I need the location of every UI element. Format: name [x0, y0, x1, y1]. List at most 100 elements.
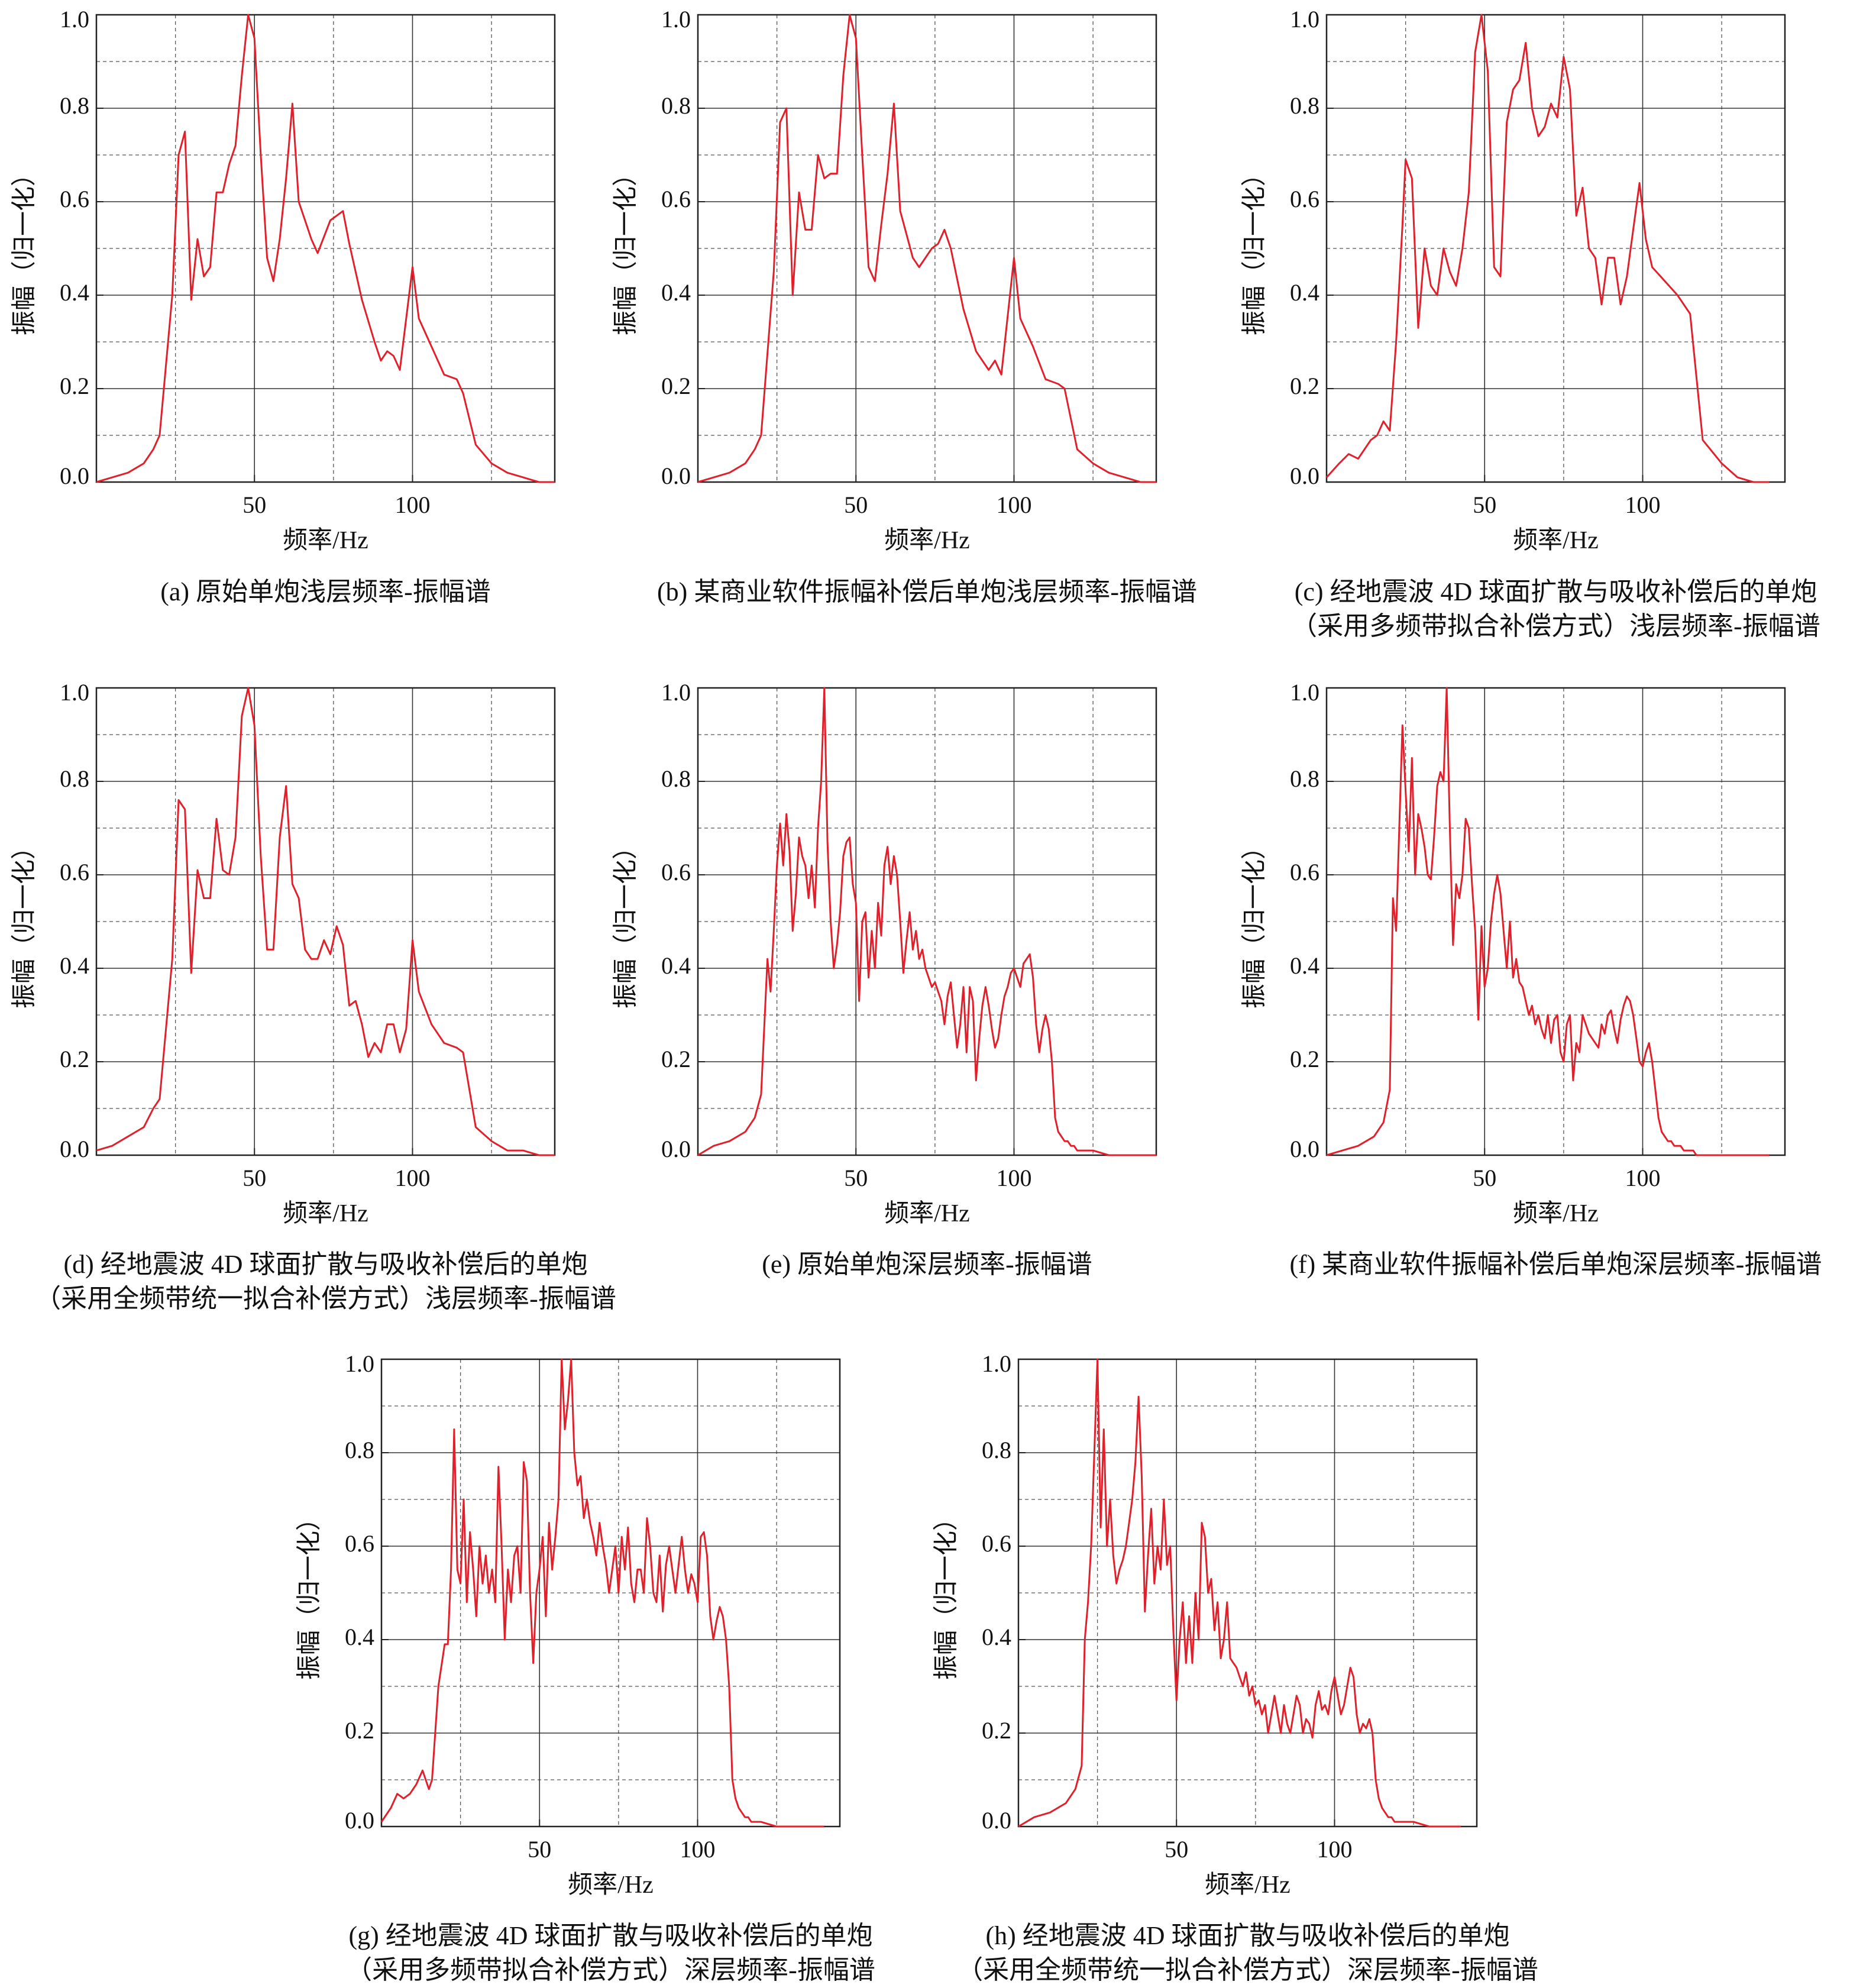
y-tick-label: 0.4	[982, 1624, 1011, 1650]
x-tick-label: 50	[1165, 1836, 1188, 1863]
chart-e: 0.0 0.2 0.4 0.6 0.8 1.0 50 100 频率/Hz 振幅（归一化） (e) 原…	[613, 679, 1157, 1279]
y-axis-label: 振幅（归一化）	[296, 1506, 324, 1680]
y-tick-label: 0.8	[60, 92, 89, 119]
series-line-a	[96, 14, 555, 483]
y-tick-label: 0.4	[661, 279, 691, 306]
x-axis-label: 频率/Hz	[884, 526, 970, 554]
y-tick-label: 0.4	[661, 952, 691, 979]
y-tick-label: 0.2	[60, 1046, 89, 1072]
x-axis-label: 频率/Hz	[1513, 526, 1599, 554]
y-tick-label: 0.6	[345, 1530, 374, 1557]
y-tick-label: 0.0	[661, 463, 691, 489]
plot-frame	[1325, 14, 1786, 483]
y-tick-label: 0.4	[345, 1624, 374, 1650]
plot-frame	[95, 687, 556, 1156]
y-axis-label: 振幅（归一化）	[613, 835, 640, 1008]
y-axis-label: 振幅（归一化）	[11, 161, 38, 335]
x-tick-label: 100	[680, 1836, 715, 1863]
y-tick-label: 0.0	[661, 1136, 691, 1162]
y-axis-label: 振幅（归一化）	[613, 161, 640, 335]
y-tick-label: 0.2	[982, 1717, 1011, 1744]
y-tick-label: 0.4	[60, 279, 89, 306]
x-tick-label: 50	[242, 1165, 266, 1191]
y-tick-label: 0.4	[60, 952, 89, 979]
chart-d: 0.0 0.2 0.4 0.6 0.8 1.0 50 100 频率/Hz 振幅（归一化） (d) 经…	[11, 679, 616, 1313]
chart-h: 0.0 0.2 0.4 0.6 0.8 1.0 50 100 频率/Hz 振幅（归一化） (h) 经…	[933, 1350, 1538, 1984]
x-tick-label: 50	[528, 1836, 551, 1863]
y-tick-label: 0.6	[982, 1530, 1011, 1557]
y-tick-label: 0.6	[60, 186, 89, 212]
y-tick-label: 0.2	[661, 373, 691, 399]
y-tick-label: 0.8	[60, 765, 89, 792]
chart-caption: （采用多频带拟合补偿方式）浅层频率-振幅谱	[1291, 612, 1820, 641]
y-tick-label: 1.0	[60, 679, 89, 706]
chart-f: 0.0 0.2 0.4 0.6 0.8 1.0 50 100 频率/Hz 振幅（归一化） (f) 某…	[1241, 679, 1822, 1279]
chart-caption: (h) 经地震波 4D 球面扩散与吸收补偿后的单炮	[985, 1921, 1509, 1950]
x-axis-label: 频率/Hz	[884, 1200, 970, 1227]
y-tick-label: 0.0	[982, 1807, 1011, 1834]
chart-g: 0.0 0.2 0.4 0.6 0.8 1.0 50 100 频率/Hz 振幅（归一化） (g) 经…	[296, 1350, 875, 1984]
chart-c: 0.0 0.2 0.4 0.6 0.8 1.0 50 100 频率/Hz 振幅（归一化） (c) 经…	[1241, 6, 1820, 641]
plot-frame	[1017, 1358, 1478, 1828]
y-tick-label: 0.6	[1290, 186, 1319, 212]
chart-caption: （采用全频带统一拟合补偿方式）浅层频率-振幅谱	[35, 1284, 616, 1313]
chart-b: 0.0 0.2 0.4 0.6 0.8 1.0 50 100 频率/Hz 振幅（归一化） (b) 某…	[613, 6, 1197, 606]
y-tick-label: 0.0	[1290, 463, 1319, 489]
chart-caption: (d) 经地震波 4D 球面扩散与吸收补偿后的单炮	[63, 1250, 587, 1279]
x-axis-label: 频率/Hz	[283, 526, 368, 554]
x-tick-label: 100	[1625, 492, 1660, 518]
y-tick-label: 1.0	[982, 1350, 1011, 1377]
x-tick-label: 50	[844, 492, 868, 518]
y-tick-label: 0.8	[1290, 92, 1319, 119]
x-tick-label: 100	[996, 492, 1031, 518]
x-tick-label: 100	[1625, 1165, 1660, 1191]
y-tick-label: 0.0	[60, 1136, 89, 1162]
chart-a: 0.0 0.2 0.4 0.6 0.8 1.0 50 100 频率/Hz 振幅（归一化） (a) 原…	[11, 6, 556, 606]
chart-caption: (g) 经地震波 4D 球面扩散与吸收补偿后的单炮	[348, 1921, 872, 1950]
chart-caption: （采用全频带统一拟合补偿方式）深层频率-振幅谱	[957, 1955, 1538, 1984]
y-tick-label: 0.2	[1290, 1046, 1319, 1072]
plot-frame	[95, 14, 556, 483]
y-tick-label: 0.2	[661, 1046, 691, 1072]
x-tick-label: 50	[1473, 492, 1496, 518]
x-axis-label: 频率/Hz	[568, 1871, 654, 1899]
x-axis-label: 频率/Hz	[1205, 1871, 1290, 1899]
chart-caption: (b) 某商业软件振幅补偿后单炮浅层频率-振幅谱	[657, 577, 1197, 606]
y-axis-label: 振幅（归一化）	[1241, 161, 1269, 335]
y-tick-label: 0.8	[1290, 765, 1319, 792]
series-line-h	[1018, 1358, 1461, 1828]
x-tick-label: 50	[242, 492, 266, 518]
chart-caption: （采用多频带拟合补偿方式）深层频率-振幅谱	[346, 1955, 875, 1984]
y-tick-label: 0.2	[60, 373, 89, 399]
y-tick-label: 0.0	[1290, 1136, 1319, 1162]
y-tick-label: 1.0	[1290, 6, 1319, 33]
chart-caption: (e) 原始单炮深层频率-振幅谱	[762, 1250, 1092, 1279]
series-line-c	[1325, 14, 1770, 483]
y-tick-label: 1.0	[1290, 679, 1319, 706]
y-tick-label: 0.6	[661, 186, 691, 212]
series-line-f	[1326, 687, 1770, 1156]
x-tick-label: 100	[394, 1165, 430, 1191]
series-line-b	[697, 14, 1156, 483]
y-tick-label: 0.2	[345, 1717, 374, 1744]
y-tick-label: 0.4	[1290, 952, 1319, 979]
y-tick-label: 0.6	[1290, 859, 1319, 885]
x-tick-label: 100	[1317, 1836, 1352, 1863]
y-tick-label: 0.8	[982, 1437, 1011, 1463]
y-tick-label: 0.8	[345, 1437, 374, 1463]
y-tick-label: 0.8	[661, 765, 691, 792]
y-tick-label: 0.8	[661, 92, 691, 119]
series-line-d	[96, 687, 555, 1156]
y-tick-label: 1.0	[345, 1350, 374, 1377]
plot-frame	[697, 687, 1157, 1156]
y-axis-label: 振幅（归一化）	[933, 1506, 960, 1680]
y-tick-label: 0.0	[60, 463, 89, 489]
y-axis-label: 振幅（归一化）	[1241, 835, 1269, 1008]
plot-frame	[697, 14, 1157, 483]
x-tick-label: 50	[1473, 1165, 1496, 1191]
x-tick-label: 50	[844, 1165, 868, 1191]
y-tick-label: 0.6	[60, 859, 89, 885]
plot-frame	[1325, 687, 1786, 1156]
y-tick-label: 1.0	[60, 6, 89, 33]
